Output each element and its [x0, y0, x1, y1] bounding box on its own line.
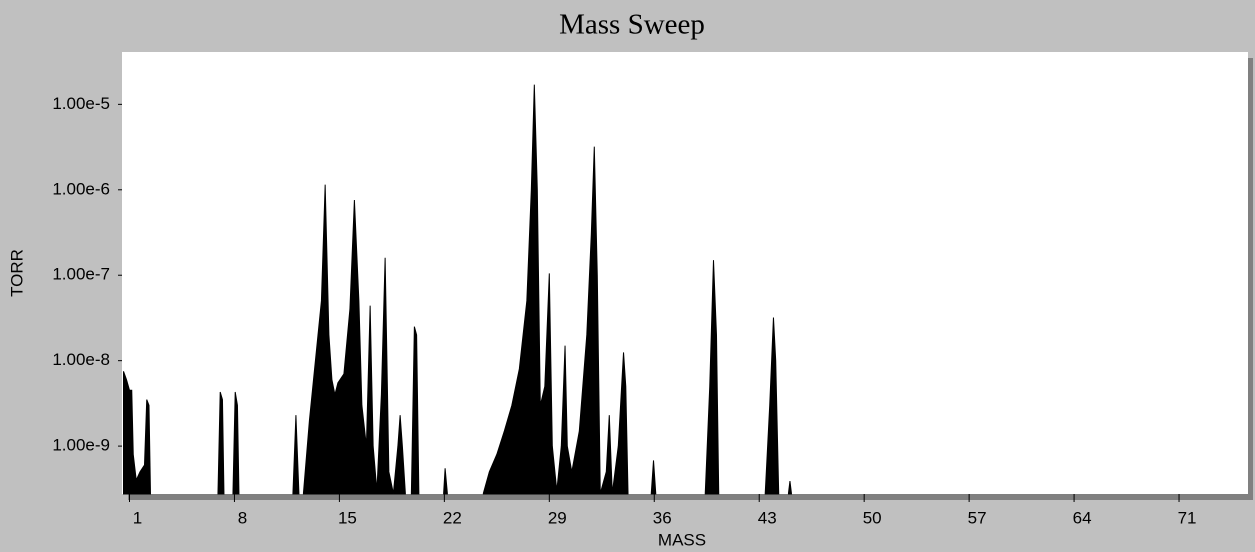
x-tick-label: 36 — [653, 508, 672, 527]
y-tick-label: 1.00e-8 — [52, 350, 110, 369]
x-tick-label: 22 — [443, 508, 462, 527]
plot-area — [122, 52, 1248, 494]
x-tick-label: 8 — [238, 508, 247, 527]
x-tick-label: 57 — [968, 508, 987, 527]
plot-shadow-bottom — [128, 494, 1253, 500]
spectrum-area — [123, 84, 792, 495]
x-tick-label: 50 — [863, 508, 882, 527]
y-tick-label: 1.00e-6 — [52, 179, 110, 198]
x-tick-label: 71 — [1178, 508, 1197, 527]
x-tick-label: 1 — [133, 508, 142, 527]
y-axis-label: TORR — [7, 249, 26, 297]
x-tick-label: 29 — [548, 508, 567, 527]
x-axis-label: MASS — [658, 530, 706, 549]
y-tick-label: 1.00e-9 — [52, 436, 110, 455]
x-tick-label: 43 — [758, 508, 777, 527]
y-tick-label: 1.00e-5 — [52, 94, 110, 113]
chart-title: Mass Sweep — [559, 9, 705, 41]
y-tick-label: 1.00e-7 — [52, 265, 110, 284]
plot-shadow-right — [1248, 58, 1253, 500]
x-tick-label: 64 — [1073, 508, 1092, 527]
x-tick-label: 15 — [338, 508, 357, 527]
